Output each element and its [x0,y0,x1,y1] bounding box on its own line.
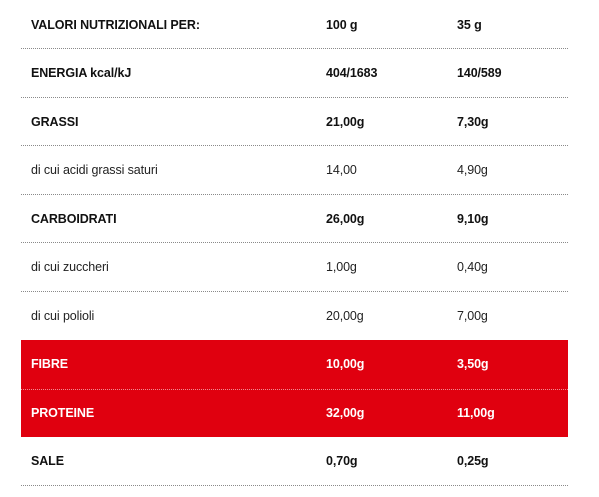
row-value-35g: 7,00g [457,308,488,323]
row-value-35g: 3,50g [457,357,489,372]
row-value-100g: 0,70g [326,454,358,469]
row-value-100g: 1,00g [326,260,357,275]
table-row-polioli: di cui polioli 20,00g 7,00g [21,292,568,341]
row-label: CARBOIDRATI [31,211,117,226]
row-value-35g: 140/589 [457,66,502,81]
table-header-row: VALORI NUTRIZIONALI PER: 100 g 35 g [21,0,568,49]
table-row-carboidrati: CARBOIDRATI 26,00g 9,10g [21,195,568,244]
row-value-100g: 10,00g [326,357,365,372]
row-label: GRASSI [31,114,79,129]
row-value-100g: 32,00g [326,406,365,421]
table-row-energia: ENERGIA kcal/kJ 404/1683 140/589 [21,49,568,98]
row-value-100g: 20,00g [326,308,364,323]
row-value-35g: 0,40g [457,260,488,275]
table-row-proteine: PROTEINE 32,00g 11,00g [21,388,568,437]
row-label: ENERGIA kcal/kJ [31,66,132,81]
row-value-100g: 14,00 [326,163,357,178]
row-value-35g: 11,00g [457,406,495,421]
row-value-35g: 7,30g [457,114,489,129]
row-value-100g: 404/1683 [326,66,378,81]
row-label: SALE [31,454,64,469]
row-label: FIBRE [31,357,69,372]
row-label: di cui zuccheri [31,260,109,275]
header-col-35g: 35 g [457,17,482,32]
header-col-100g: 100 g [326,17,358,32]
row-value-100g: 26,00g [326,211,365,226]
row-label: di cui acidi grassi saturi [31,163,158,178]
header-label: VALORI NUTRIZIONALI PER: [31,17,200,32]
table-row-acidi-grassi-saturi: di cui acidi grassi saturi 14,00 4,90g [21,146,568,195]
row-label: di cui polioli [31,308,95,323]
nutrition-table: VALORI NUTRIZIONALI PER: 100 g 35 g ENER… [21,0,568,486]
row-value-35g: 4,90g [457,163,488,178]
table-row-fibre: FIBRE 10,00g 3,50g [21,340,568,389]
row-value-35g: 0,25g [457,454,489,469]
row-label: PROTEINE [31,406,95,421]
table-row-grassi: GRASSI 21,00g 7,30g [21,98,568,147]
table-row-zuccheri: di cui zuccheri 1,00g 0,40g [21,243,568,292]
row-value-35g: 9,10g [457,211,489,226]
table-row-sale: SALE 0,70g 0,25g [21,437,568,486]
row-value-100g: 21,00g [326,114,365,129]
